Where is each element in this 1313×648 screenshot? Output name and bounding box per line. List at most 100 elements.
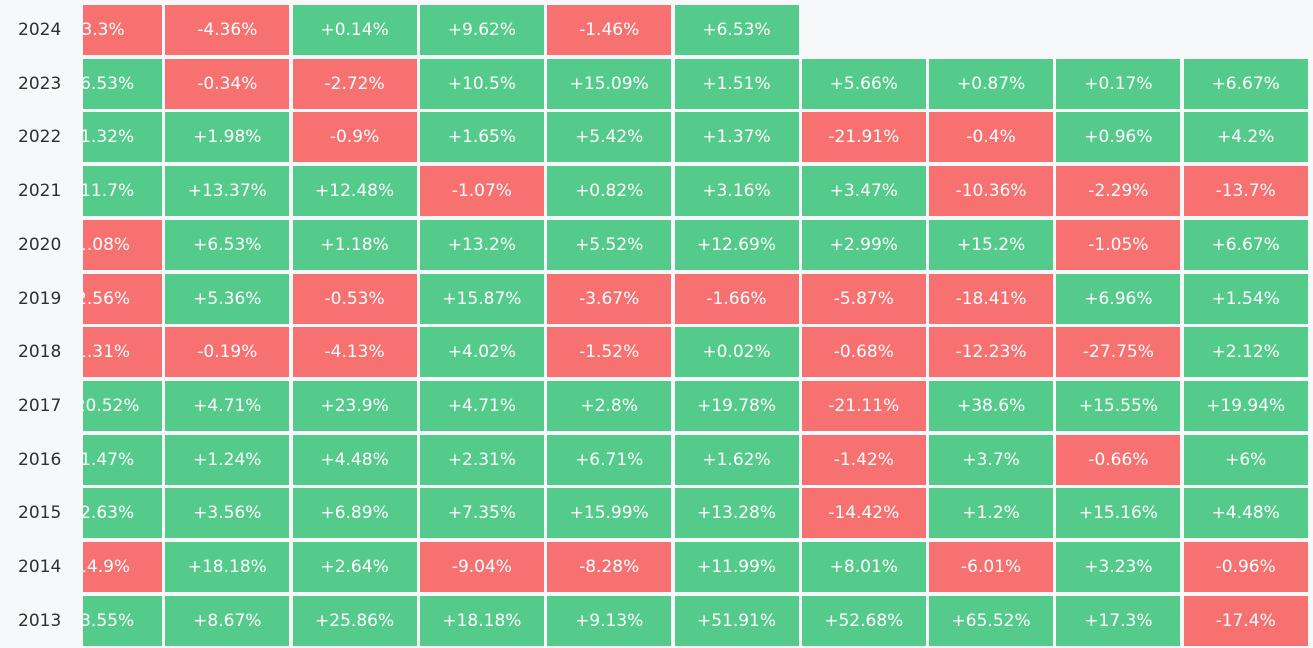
heatmap-cell[interactable]: +6.96% — [1056, 273, 1181, 324]
heatmap-cell[interactable]: -10.36% — [929, 166, 1054, 217]
heatmap-cell[interactable]: +3.47% — [801, 166, 926, 217]
heatmap-cell[interactable]: +1.24% — [165, 434, 290, 485]
heatmap-cell[interactable]: +6.53% — [83, 58, 162, 109]
heatmap-cell[interactable]: +0.96% — [1056, 112, 1181, 163]
heatmap-cell[interactable]: +15.55% — [1056, 380, 1181, 431]
heatmap-cell[interactable]: -1.31% — [83, 327, 162, 378]
heatmap-cell[interactable]: -18.41% — [929, 273, 1054, 324]
heatmap-cell[interactable]: +2.31% — [419, 434, 544, 485]
heatmap-cell[interactable]: +3.56% — [165, 488, 290, 539]
heatmap-cell[interactable]: +2.12% — [1183, 327, 1308, 378]
heatmap-cell[interactable]: +0.17% — [1056, 58, 1181, 109]
heatmap-cell[interactable]: +18.18% — [419, 595, 544, 646]
heatmap-cell[interactable]: -0.19% — [165, 327, 290, 378]
heatmap-cell[interactable]: +1.54% — [1183, 273, 1308, 324]
heatmap-cell[interactable]: +4.71% — [419, 380, 544, 431]
heatmap-cell[interactable]: -0.4% — [929, 112, 1054, 163]
heatmap-cell[interactable]: +9.62% — [419, 5, 544, 55]
heatmap-cell[interactable]: -21.11% — [801, 380, 926, 431]
heatmap-cell[interactable]: +13.2% — [419, 219, 544, 270]
heatmap-cell[interactable]: +23.9% — [292, 380, 417, 431]
heatmap-cell[interactable]: +1.47% — [83, 434, 162, 485]
heatmap-cell[interactable]: +19.94% — [1183, 380, 1308, 431]
heatmap-cell[interactable]: +51.91% — [674, 595, 799, 646]
heatmap-cell[interactable]: +19.78% — [674, 380, 799, 431]
heatmap-cell[interactable]: +38.6% — [929, 380, 1054, 431]
heatmap-cell[interactable]: +3.7% — [929, 434, 1054, 485]
heatmap-cell[interactable]: -0.53% — [292, 273, 417, 324]
heatmap-cell[interactable]: -1.07% — [419, 166, 544, 217]
heatmap-cell[interactable]: -1.66% — [674, 273, 799, 324]
heatmap-cell[interactable]: -2.29% — [1056, 166, 1181, 217]
heatmap-cell[interactable]: +1.37% — [674, 112, 799, 163]
heatmap-cell[interactable]: +5.52% — [547, 219, 672, 270]
heatmap-cell[interactable]: +1.98% — [165, 112, 290, 163]
heatmap-cell[interactable]: +6.89% — [292, 488, 417, 539]
heatmap-cell[interactable]: +25.86% — [292, 595, 417, 646]
heatmap-cell[interactable]: +2.99% — [801, 219, 926, 270]
heatmap-cell[interactable]: +1.65% — [419, 112, 544, 163]
heatmap-cell[interactable]: +2.64% — [292, 542, 417, 592]
heatmap-cell[interactable]: -5.87% — [801, 273, 926, 324]
heatmap-cell[interactable]: +4.02% — [419, 327, 544, 378]
heatmap-cell[interactable]: +4.48% — [1183, 488, 1308, 539]
heatmap-cell[interactable]: +52.68% — [801, 595, 926, 646]
heatmap-cell[interactable]: -12.23% — [929, 327, 1054, 378]
heatmap-cell[interactable]: +13.28% — [674, 488, 799, 539]
heatmap-cell[interactable]: +15.2% — [929, 219, 1054, 270]
heatmap-cell[interactable]: -9.04% — [419, 542, 544, 592]
heatmap-grid[interactable]: -3.3%-4.36%+0.14%+9.62%-1.46%+6.53%+6.53… — [83, 0, 1313, 648]
heatmap-cell[interactable]: -8.28% — [547, 542, 672, 592]
heatmap-cell[interactable]: -0.34% — [165, 58, 290, 109]
heatmap-cell[interactable]: +1.2% — [929, 488, 1054, 539]
heatmap-cell[interactable]: -27.75% — [1056, 327, 1181, 378]
heatmap-cell[interactable]: -17.4% — [1183, 595, 1308, 646]
heatmap-cell[interactable]: +8.67% — [165, 595, 290, 646]
heatmap-cell[interactable]: +10.5% — [419, 58, 544, 109]
heatmap-cell[interactable]: +6.71% — [547, 434, 672, 485]
heatmap-cell[interactable]: -14.42% — [801, 488, 926, 539]
heatmap-cell[interactable]: -3.67% — [547, 273, 672, 324]
heatmap-cell[interactable]: +3.23% — [1056, 542, 1181, 592]
heatmap-cell[interactable]: +18.18% — [165, 542, 290, 592]
heatmap-cell[interactable]: +15.99% — [547, 488, 672, 539]
heatmap-cell[interactable]: +12.48% — [292, 166, 417, 217]
heatmap-cell[interactable]: +15.09% — [547, 58, 672, 109]
heatmap-cell[interactable]: -1.52% — [547, 327, 672, 378]
heatmap-cell[interactable]: +15.16% — [1056, 488, 1181, 539]
heatmap-cell[interactable]: +2.63% — [83, 488, 162, 539]
heatmap-cell[interactable]: -0.66% — [1056, 434, 1181, 485]
heatmap-cell[interactable]: +1.32% — [83, 112, 162, 163]
heatmap-cell[interactable]: -1.42% — [801, 434, 926, 485]
heatmap-cell[interactable]: -4.13% — [292, 327, 417, 378]
heatmap-cell[interactable]: +12.69% — [674, 219, 799, 270]
heatmap-cell[interactable]: +2.8% — [547, 380, 672, 431]
heatmap-cell[interactable]: +1.62% — [674, 434, 799, 485]
heatmap-cell[interactable]: +0.14% — [292, 5, 417, 55]
heatmap-cell[interactable]: -2.56% — [83, 273, 162, 324]
heatmap-cell[interactable]: +5.66% — [801, 58, 926, 109]
heatmap-cell[interactable]: +0.82% — [547, 166, 672, 217]
heatmap-cell[interactable]: -6.01% — [929, 542, 1054, 592]
heatmap-cell[interactable]: -0.9% — [292, 112, 417, 163]
heatmap-cell[interactable]: +20.52% — [83, 380, 162, 431]
heatmap-cell[interactable]: +0.02% — [674, 327, 799, 378]
heatmap-cell[interactable]: -3.3% — [83, 5, 162, 55]
heatmap-cell[interactable]: +65.52% — [929, 595, 1054, 646]
heatmap-cell[interactable]: +4.71% — [165, 380, 290, 431]
heatmap-cell[interactable]: +6.53% — [674, 5, 799, 55]
heatmap-cell[interactable]: +1.18% — [292, 219, 417, 270]
heatmap-cell[interactable]: -2.72% — [292, 58, 417, 109]
heatmap-cell[interactable]: +3.55% — [83, 595, 162, 646]
heatmap-cell[interactable]: -0.96% — [1183, 542, 1308, 592]
heatmap-cell[interactable]: +6.67% — [1183, 219, 1308, 270]
heatmap-cell[interactable]: +7.35% — [419, 488, 544, 539]
heatmap-cell[interactable]: -13.7% — [1183, 166, 1308, 217]
heatmap-cell[interactable]: +4.48% — [292, 434, 417, 485]
heatmap-cell[interactable]: +15.87% — [419, 273, 544, 324]
heatmap-cell[interactable]: +6% — [1183, 434, 1308, 485]
heatmap-cell[interactable]: -0.68% — [801, 327, 926, 378]
heatmap-cell[interactable]: -1.08% — [83, 219, 162, 270]
heatmap-cell[interactable]: +3.16% — [674, 166, 799, 217]
heatmap-cell[interactable]: +4.2% — [1183, 112, 1308, 163]
